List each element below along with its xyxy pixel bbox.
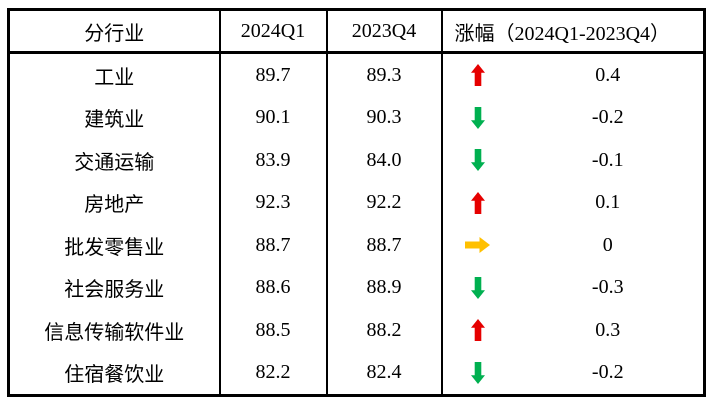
- change-wrap: 0: [443, 234, 704, 257]
- value-2024q1: 92.3: [218, 181, 327, 224]
- change-wrap: -0.2: [443, 361, 704, 384]
- change-value: 0: [602, 233, 613, 256]
- value-2024q1: 83.9: [218, 139, 327, 182]
- change-cell: -0.1: [440, 139, 705, 182]
- down-arrow-icon: [443, 106, 513, 129]
- table-row: 批发零售业 88.7 88.7 0: [9, 224, 705, 267]
- change-wrap: 0.3: [443, 319, 704, 342]
- col-header-2024q1: 2024Q1: [218, 9, 327, 54]
- value-2024q1: 88.6: [218, 266, 327, 309]
- industry-name: 住宿餐饮业: [64, 364, 165, 387]
- table-row: 房地产 92.3 92.2 0.1: [9, 181, 705, 224]
- change-value: 0.3: [595, 318, 621, 341]
- value-2023q4: 88.2: [325, 309, 442, 352]
- value-2023q4: 82.4: [325, 351, 442, 396]
- change-cell: -0.3: [440, 266, 705, 309]
- change-value: 0.1: [595, 191, 621, 214]
- up-arrow-icon: [443, 319, 513, 342]
- value-2023q4: 89.3: [325, 52, 442, 97]
- table-row: 信息传输软件业 88.5 88.2 0.3: [9, 309, 705, 352]
- change-wrap: 0.4: [443, 64, 704, 87]
- value-2024q1: 90.1: [218, 96, 327, 139]
- down-arrow-icon: [443, 149, 513, 172]
- industry-name: 信息传输软件业: [44, 321, 185, 344]
- change-cell: -0.2: [440, 96, 705, 139]
- down-arrow-icon: [443, 361, 513, 384]
- industry-comparison-table: 分行业 2024Q1 2023Q4 涨幅（2024Q1-2023Q4） 工业 8…: [7, 8, 706, 397]
- down-arrow-icon: [443, 276, 513, 299]
- change-value: -0.2: [591, 361, 624, 384]
- right-arrow-icon: [443, 237, 513, 254]
- value-2024q1: 88.5: [218, 309, 327, 352]
- value-2024q1: 82.2: [218, 351, 327, 396]
- col-header-change: 涨幅（2024Q1-2023Q4）: [440, 9, 705, 54]
- change-wrap: -0.1: [443, 149, 704, 172]
- industry-name: 工业: [94, 66, 135, 89]
- value-2024q1: 89.7: [218, 52, 327, 97]
- value-2023q4: 90.3: [325, 96, 442, 139]
- change-value: -0.3: [591, 276, 624, 299]
- up-arrow-icon: [443, 191, 513, 214]
- col-header-2023q4: 2023Q4: [325, 9, 442, 54]
- change-cell: 0: [440, 224, 705, 267]
- table-row: 建筑业 90.1 90.3 -0.2: [9, 96, 705, 139]
- change-cell: 0.3: [440, 309, 705, 352]
- change-value: -0.1: [591, 148, 624, 171]
- change-wrap: 0.1: [443, 191, 704, 214]
- table-row: 交通运输 83.9 84.0 -0.1: [9, 139, 705, 182]
- table-header-row: 分行业 2024Q1 2023Q4 涨幅（2024Q1-2023Q4）: [8, 9, 705, 54]
- value-2023q4: 88.7: [325, 224, 442, 267]
- col-header-industry: 分行业: [8, 9, 220, 54]
- industry-name: 社会服务业: [64, 279, 165, 302]
- change-value: -0.2: [591, 106, 624, 129]
- change-wrap: -0.2: [443, 106, 704, 129]
- table-body: 工业 89.7 89.3 0.4 建筑业 90.1 90.3 -0.2 交通运输…: [9, 52, 705, 396]
- change-value: 0.4: [595, 63, 621, 86]
- change-wrap: -0.3: [443, 276, 704, 299]
- value-2024q1: 88.7: [218, 224, 327, 267]
- up-arrow-icon: [443, 64, 513, 87]
- value-2023q4: 88.9: [325, 266, 442, 309]
- table-row: 住宿餐饮业 82.2 82.4 -0.2: [9, 351, 705, 396]
- industry-name: 建筑业: [84, 109, 145, 132]
- industry-name: 交通运输: [74, 151, 155, 174]
- value-2023q4: 84.0: [325, 139, 442, 182]
- table-row: 社会服务业 88.6 88.9 -0.3: [9, 266, 705, 309]
- change-cell: -0.2: [440, 351, 705, 396]
- industry-name: 批发零售业: [64, 236, 165, 259]
- change-cell: 0.4: [440, 52, 705, 97]
- change-cell: 0.1: [440, 181, 705, 224]
- value-2023q4: 92.2: [325, 181, 442, 224]
- table-row: 工业 89.7 89.3 0.4: [9, 52, 705, 97]
- industry-name: 房地产: [84, 194, 145, 217]
